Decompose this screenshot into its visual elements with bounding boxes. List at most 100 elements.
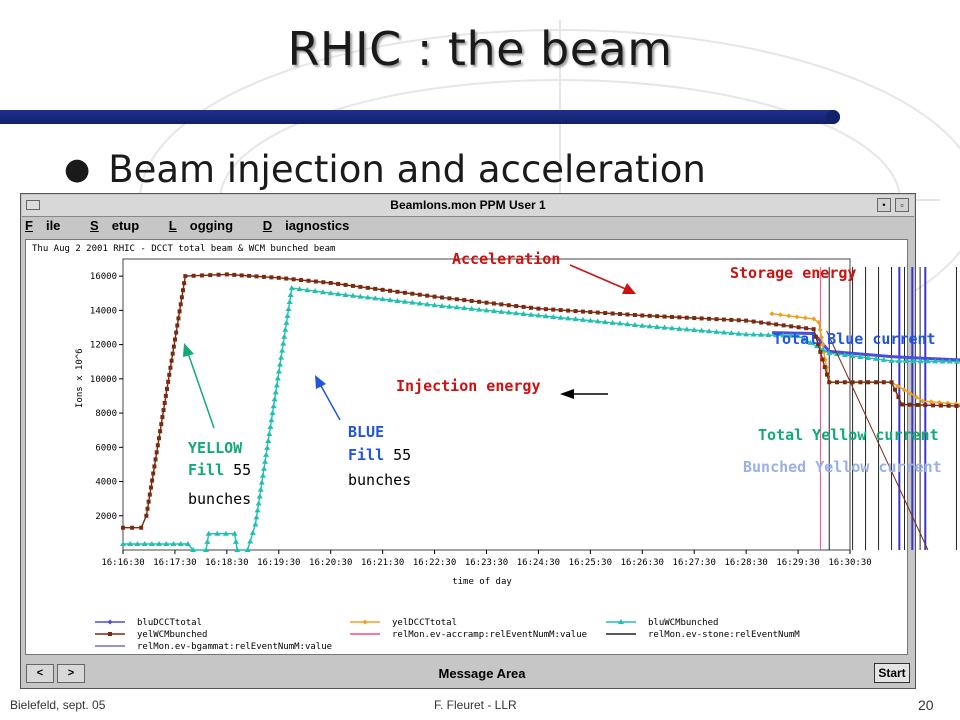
- data-point: [261, 274, 266, 279]
- data-point: [468, 305, 475, 311]
- series-line: [123, 287, 960, 551]
- data-point: [865, 354, 872, 360]
- data-point: [698, 327, 705, 333]
- data-point: [529, 305, 534, 310]
- data-point: [127, 541, 134, 547]
- data-point: [336, 281, 341, 286]
- system-menu-icon[interactable]: [26, 200, 40, 210]
- data-point: [618, 312, 623, 317]
- bullet-text: Beam injection and acceleration: [108, 148, 706, 191]
- data-point: [514, 304, 519, 309]
- data-point: [183, 274, 188, 279]
- data-point: [358, 284, 363, 289]
- data-point: [319, 289, 326, 295]
- data-point: [647, 313, 652, 318]
- data-point: [169, 358, 174, 363]
- data-point: [146, 499, 151, 504]
- x-axis-label: time of day: [452, 577, 512, 587]
- window-titlebar[interactable]: BeamIons.mon PPM User 1 • ▫: [22, 195, 914, 217]
- data-point: [820, 342, 826, 348]
- data-point: [151, 471, 156, 476]
- minimize-icon[interactable]: •: [877, 198, 891, 212]
- data-point: [691, 327, 698, 333]
- start-button[interactable]: Start: [874, 663, 910, 683]
- data-point: [306, 278, 311, 283]
- data-point: [624, 321, 631, 327]
- x-tick-label: 16:30:30: [828, 558, 871, 568]
- data-point: [147, 492, 152, 497]
- data-point: [780, 332, 787, 338]
- data-point: [286, 298, 293, 304]
- data-point: [252, 521, 259, 527]
- data-point: [284, 276, 289, 281]
- legend-label: relMon.ev-bgammat:relEventNumM:value: [137, 642, 332, 652]
- data-point: [551, 307, 556, 312]
- data-point: [915, 402, 920, 407]
- data-point: [394, 297, 401, 303]
- y-axis-label: Ions x 10^6: [75, 348, 85, 408]
- data-point: [535, 312, 542, 318]
- data-point: [349, 292, 356, 298]
- data-point: [796, 325, 801, 330]
- data-point: [205, 530, 212, 536]
- message-area: Message Area: [438, 666, 526, 681]
- previous-button[interactable]: <: [26, 664, 54, 683]
- data-point: [811, 316, 817, 322]
- annotation-yellow-title: YELLOW: [188, 439, 243, 457]
- data-point: [365, 285, 370, 290]
- data-point: [281, 333, 288, 339]
- data-point: [751, 319, 756, 324]
- y-tick-label: 16000: [90, 272, 117, 282]
- data-point: [231, 530, 238, 536]
- data-point: [654, 323, 661, 329]
- data-point: [858, 380, 863, 385]
- data-point: [842, 380, 847, 385]
- x-tick-label: 16:17:30: [153, 558, 196, 568]
- data-point: [177, 309, 182, 314]
- data-point: [239, 273, 244, 278]
- data-point: [907, 402, 912, 407]
- maximize-icon[interactable]: ▫: [895, 198, 909, 212]
- legend-item: yelWCMbunched: [95, 630, 207, 640]
- data-point: [895, 383, 901, 389]
- next-button[interactable]: >: [57, 664, 85, 683]
- legend-label: yelWCMbunched: [137, 630, 207, 640]
- data-point: [476, 306, 483, 312]
- data-point: [872, 355, 879, 361]
- data-point: [160, 415, 165, 420]
- data-point: [208, 273, 213, 278]
- data-point: [736, 318, 741, 323]
- injection-arrowhead-icon: [560, 389, 574, 399]
- window-title: BeamIons.mon PPM User 1: [390, 198, 546, 212]
- data-point: [820, 357, 825, 362]
- legend-label: bluDCCTtotal: [137, 618, 202, 628]
- data-point: [543, 307, 548, 312]
- data-point: [881, 380, 886, 385]
- data-point: [714, 317, 719, 322]
- data-point: [484, 300, 489, 305]
- data-point: [499, 302, 504, 307]
- data-point: [130, 525, 135, 530]
- data-point: [813, 334, 818, 339]
- data-point: [646, 323, 653, 329]
- x-tick-label: 16:16:30: [101, 558, 144, 568]
- data-point: [896, 395, 901, 400]
- data-point: [786, 313, 792, 319]
- data-point: [417, 292, 422, 297]
- data-point: [447, 296, 452, 301]
- data-point: [617, 320, 624, 326]
- data-point: [631, 322, 638, 328]
- data-point: [171, 344, 176, 349]
- page-number: 20: [918, 697, 934, 713]
- data-point: [278, 354, 285, 360]
- data-point: [483, 307, 490, 313]
- data-point: [204, 538, 211, 544]
- data-point: [175, 323, 180, 328]
- data-point: [232, 272, 237, 277]
- annotation-total-yellow-current: Total Yellow current: [758, 426, 939, 444]
- data-point: [265, 437, 272, 443]
